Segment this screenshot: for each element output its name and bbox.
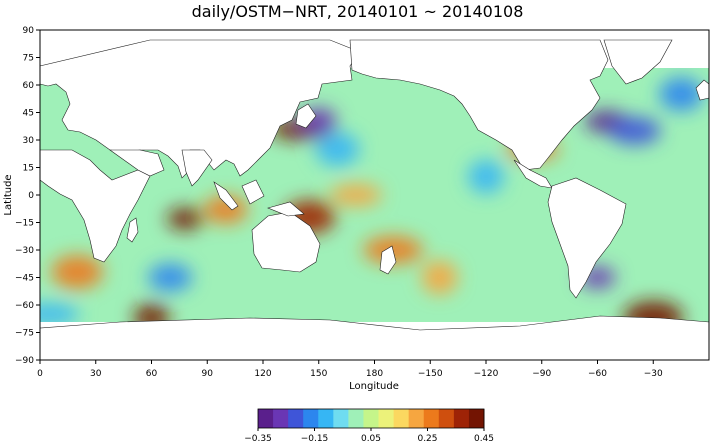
colorbar-cell [468, 409, 485, 428]
colorbar-cell [318, 409, 334, 428]
colorbar-cell [363, 409, 380, 428]
land-south-america [547, 177, 627, 299]
anomaly-blob [166, 207, 203, 230]
anomaly-blob [315, 132, 360, 167]
anomaly-blob [329, 184, 382, 206]
colorbar-tick-label: 0.25 [417, 434, 437, 444]
anomaly-blob [623, 300, 684, 322]
anomaly-blob [51, 255, 104, 289]
anomaly-blob [133, 303, 170, 322]
y-tick-label: 15 [23, 164, 34, 174]
x-tick-label: 90 [202, 369, 214, 379]
x-tick-label: 120 [254, 369, 271, 379]
colorbar-cell [423, 409, 440, 428]
x-tick-label: 180 [366, 369, 383, 379]
land-madagascar [126, 217, 139, 243]
x-tick-label: 30 [90, 369, 102, 379]
x-tick-label: −120 [474, 369, 499, 379]
colorbar-tick-label: −0.35 [244, 434, 272, 444]
colorbar-cell [333, 409, 349, 428]
colorbar-cell [378, 409, 395, 428]
x-tick-label: 150 [310, 369, 327, 379]
colorbar-ticks: −0.35 −0.15 0.05 0.25 0.45 [244, 428, 494, 444]
land-india [181, 149, 213, 187]
land-greenland [603, 39, 673, 85]
anomaly-blob [608, 116, 661, 145]
y-tick-label: 30 [23, 136, 35, 146]
chart-title: daily/OSTM−NRT, 20140101 ~ 20140108 [191, 2, 524, 21]
colorbar-cell [408, 409, 425, 428]
x-axis-label: Longitude [349, 381, 399, 392]
y-tick-label: 45 [23, 109, 34, 119]
y-tick-label: −75 [15, 329, 34, 339]
colorbar-cell [273, 409, 289, 428]
land-arabia [109, 149, 165, 177]
colorbar-cell [303, 409, 319, 428]
y-tick-label: −45 [15, 274, 34, 284]
y-tick-label: −60 [15, 301, 34, 311]
colorbar-cell [288, 409, 304, 428]
y-tick-label: 60 [23, 81, 35, 91]
y-tick-label: 75 [23, 54, 34, 64]
land-borneo [241, 179, 265, 205]
colorbar-cell [348, 409, 364, 428]
y-tick-label: 90 [23, 26, 35, 36]
anomaly-blob [659, 77, 704, 112]
colorbar-cell [393, 409, 410, 428]
colorbar-cell [453, 409, 470, 428]
land-new-guinea [267, 201, 305, 217]
colorbar-tick-label: 0.45 [474, 434, 494, 444]
x-axis-ticks: 0 30 60 90 120 150 180 −150 −120 −90 −60 −30 [37, 360, 663, 379]
y-axis-label: Latitude [3, 174, 14, 215]
x-tick-label: −30 [644, 369, 663, 379]
colorbar-cell [258, 409, 274, 428]
colorbar-tick-label: 0.05 [361, 434, 381, 444]
colorbar: −0.35 −0.15 0.05 0.25 0.45 [244, 408, 494, 444]
anomaly-blob [40, 303, 80, 322]
land-new-zealand [379, 245, 397, 275]
land-north-america [349, 39, 609, 171]
anomaly-blob [421, 260, 458, 295]
y-tick-label: −30 [15, 246, 34, 256]
y-tick-label: 0 [28, 191, 34, 201]
x-tick-label: −90 [532, 369, 551, 379]
land-japan [295, 103, 317, 129]
x-tick-label: 0 [37, 369, 43, 379]
x-tick-label: −150 [418, 369, 443, 379]
anomaly-blob [468, 159, 504, 194]
y-tick-label: −15 [15, 219, 34, 229]
y-axis-ticks: 90 75 60 45 30 15 0 −15 −30 −45 −60 −75 −90 [15, 26, 40, 366]
land-antarctica [39, 315, 710, 361]
x-tick-label: 60 [146, 369, 158, 379]
land-africa [39, 149, 151, 263]
y-tick-label: −90 [15, 356, 34, 366]
land-sumatra [213, 181, 239, 211]
anomaly-blob [148, 263, 193, 292]
colorbar-cell [438, 409, 455, 428]
colorbar-tick-label: −0.15 [301, 434, 329, 444]
x-tick-label: −60 [588, 369, 607, 379]
continents [39, 39, 710, 361]
anomaly-blob [203, 195, 248, 224]
